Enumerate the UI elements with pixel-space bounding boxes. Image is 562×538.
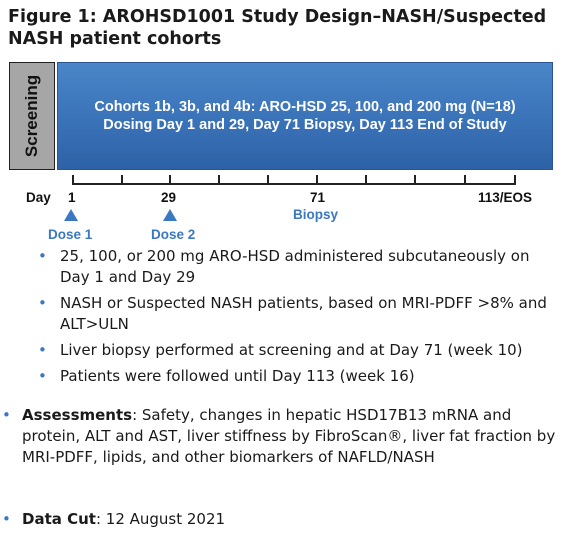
timeline-tick [316, 175, 318, 185]
data-cut-item: • Data Cut: 12 August 2021 [2, 509, 557, 530]
timeline-tick [464, 175, 466, 185]
timeline-axis [72, 183, 516, 185]
dosing-period-box: Cohorts 1b, 3b, and 4b: ARO-HSD 25, 100,… [57, 62, 553, 170]
timeline-tick [365, 175, 367, 185]
tick-label-day71: 71 [310, 190, 326, 205]
assessments-item: • Assessments: Safety, changes in hepati… [2, 405, 557, 468]
timeline-tick [514, 175, 516, 185]
dose2-marker-icon [163, 209, 177, 221]
dose2-label: Dose 2 [151, 227, 196, 242]
data-cut-label: Data Cut [22, 510, 96, 528]
list-item: • Liver biopsy performed at screening an… [38, 341, 523, 359]
dose1-marker-icon [64, 209, 78, 221]
timeline-tick [169, 175, 171, 185]
dose1-label: Dose 1 [48, 227, 93, 242]
bullet-icon: • [38, 367, 47, 385]
bullet-icon: • [2, 510, 11, 528]
day-axis-label: Day [26, 190, 51, 205]
tick-label-day1: 1 [68, 190, 76, 205]
timeline-tick [267, 175, 269, 185]
timeline-tick [121, 175, 123, 185]
bullet-icon: • [38, 341, 47, 359]
bullet-icon: • [38, 294, 47, 312]
list-item: • Patients were followed until Day 113 (… [38, 367, 415, 385]
timeline-tick [218, 175, 220, 185]
list-item: • 25, 100, or 200 mg ARO-HSD administere… [38, 247, 530, 286]
timeline-tick [414, 175, 416, 185]
tick-label-day29: 29 [161, 190, 177, 205]
bullet-icon: • [2, 406, 11, 424]
dosing-box-line1: Cohorts 1b, 3b, and 4b: ARO-HSD 25, 100,… [94, 99, 516, 115]
assessments-text: : Safety, changes in hepatic HSD17B13 mR… [22, 406, 556, 466]
tick-label-day113: 113/EOS [478, 190, 533, 205]
screening-label: Screening [22, 74, 41, 158]
bullet-icon: • [38, 247, 47, 265]
dosing-box-line2: Dosing Day 1 and 29, Day 71 Biopsy, Day … [103, 117, 507, 133]
list-item: • NASH or Suspected NASH patients, based… [38, 294, 547, 333]
timeline-tick [72, 175, 74, 185]
figure-title: Figure 1: AROHSD1001 Study Design–NASH/S… [8, 7, 547, 49]
biopsy-label: Biopsy [293, 207, 339, 222]
data-cut-text: : 12 August 2021 [95, 510, 226, 528]
assessments-label: Assessments [22, 406, 133, 424]
design-bullet-list: • 25, 100, or 200 mg ARO-HSD administere… [34, 246, 554, 392]
screening-box: Screening [9, 62, 55, 170]
